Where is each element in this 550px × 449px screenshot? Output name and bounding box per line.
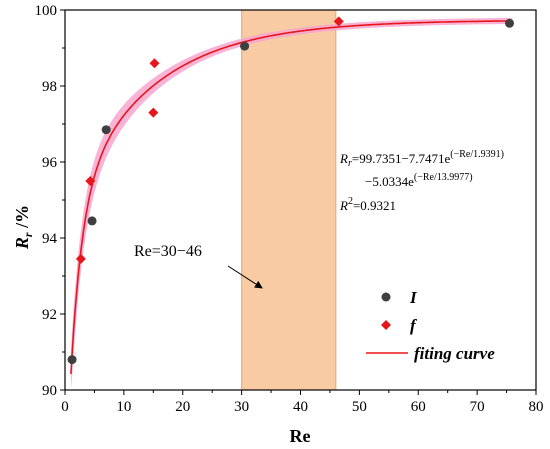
point-I-0 [67, 355, 77, 365]
y-axis-title-sub: r [21, 232, 35, 237]
point-f-1 [85, 176, 96, 186]
point-I-1 [87, 216, 97, 226]
y-tick-label-1: 92 [42, 307, 57, 323]
legend: I f fiting curve [366, 288, 495, 363]
x-tick-label-7: 70 [470, 399, 485, 415]
point-f-3 [149, 58, 160, 69]
y-axis-title-unit: /% [12, 205, 32, 233]
y-tick-label-2: 94 [42, 231, 58, 247]
x-tick-label-5: 50 [352, 399, 367, 415]
x-tick-label-6: 60 [411, 399, 426, 415]
x-tick-label-0: 0 [61, 399, 69, 415]
range-arrow [227, 265, 263, 289]
x-tick-label-2: 20 [175, 399, 190, 415]
point-f-2 [148, 107, 159, 118]
x-tick-label-1: 10 [116, 399, 131, 415]
data-markers [67, 16, 515, 365]
equation-line-1: Rr=99.7351−7.7471e(−Re/1.9391) [339, 149, 504, 169]
y-axis-title-main: R [12, 237, 32, 250]
equation-line-2: −5.0334e(−Re/13.9977) [365, 172, 473, 189]
y-tick-label-3: 96 [42, 155, 58, 171]
equation-line-3: R2=0.9321 [339, 196, 396, 213]
x-tick-label-8: 80 [529, 399, 544, 415]
legend-marker-I [381, 292, 391, 302]
point-I-2 [101, 125, 111, 135]
point-f-0 [75, 253, 86, 264]
x-axis-title: Re [290, 426, 311, 446]
range-label: Re=30−46 [134, 243, 202, 260]
point-I-4 [505, 18, 515, 28]
y-tick-label-0: 90 [42, 383, 57, 399]
legend-marker-f [381, 320, 391, 330]
point-I-3 [240, 41, 250, 51]
y-axis-title: Rr /% [12, 205, 35, 250]
highlight-region [241, 9, 337, 391]
x-tick-label-4: 40 [293, 399, 308, 415]
fit-curve [70, 20, 513, 374]
axis-ticks: 0 10 20 30 40 50 60 70 80 90 92 94 96 98 100 [35, 3, 544, 415]
y-tick-label-5: 100 [35, 3, 58, 19]
point-f-4 [333, 16, 344, 27]
legend-label-I: I [409, 288, 418, 307]
legend-label-fit: fiting curve [414, 344, 495, 363]
legend-label-f: f [410, 316, 418, 335]
fit-equation: Rr=99.7351−7.7471e(−Re/1.9391) −5.0334e(… [339, 149, 504, 213]
x-tick-label-3: 30 [234, 399, 249, 415]
y-tick-label-4: 98 [42, 79, 57, 95]
